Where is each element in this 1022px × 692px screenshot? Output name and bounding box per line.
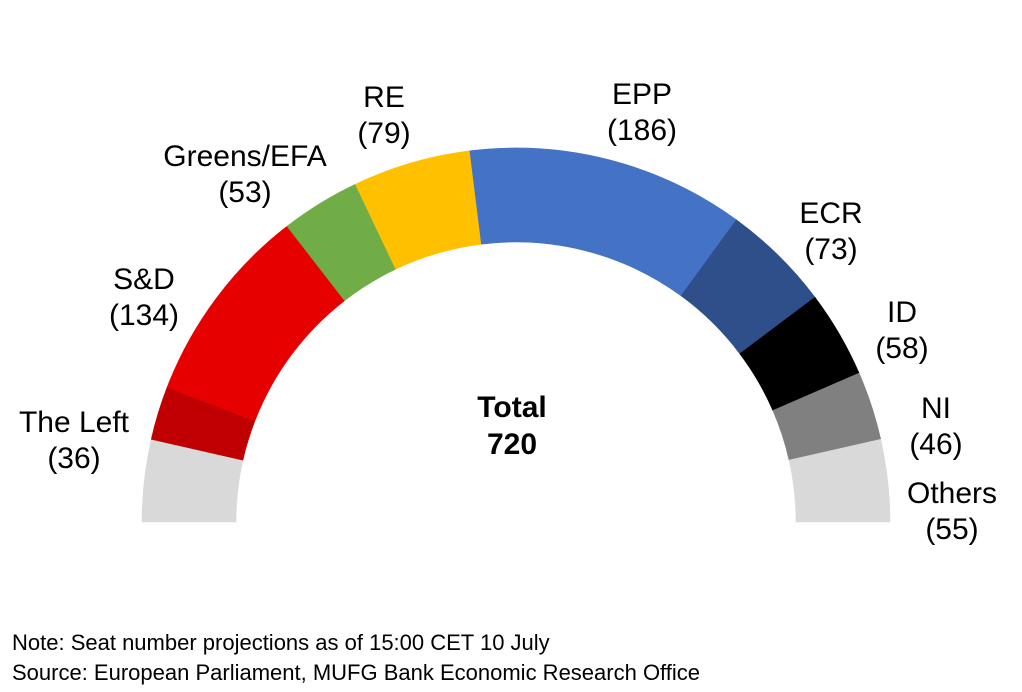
label-sandd: S&D(134) <box>109 263 179 332</box>
label-name-greens-efa: Greens/EFA <box>163 140 326 173</box>
label-others: Others(55) <box>907 477 997 546</box>
chart-notes: Note: Seat number projections as of 15:0… <box>12 628 700 688</box>
label-count-id: (58) <box>875 332 928 365</box>
parliament-chart: The Left(36) S&D(134) Greens/EFA(53) RE(79)… <box>19 78 997 546</box>
label-ecr: ECR(73) <box>799 197 862 266</box>
total-block: Total 720 <box>477 391 546 461</box>
label-the-left: The Left(36) <box>19 406 130 475</box>
segment-epp <box>469 147 737 297</box>
note-text: Note: Seat number projections as of 15:0… <box>12 630 550 655</box>
label-re: RE(79) <box>357 81 410 150</box>
label-count-sandd: (134) <box>109 299 179 332</box>
segment-others-right <box>788 438 891 523</box>
label-name-the-left: The Left <box>19 406 130 439</box>
total-label: Total <box>477 391 546 424</box>
label-id: ID(58) <box>875 296 928 365</box>
label-name-epp: EPP <box>612 78 672 111</box>
label-count-ecr: (73) <box>804 233 857 266</box>
label-name-ni: NI <box>921 392 951 425</box>
label-name-id: ID <box>887 296 917 329</box>
label-count-epp: (186) <box>607 114 677 147</box>
total-value: 720 <box>487 428 537 461</box>
label-count-others: (55) <box>925 513 978 546</box>
label-ni: NI(46) <box>909 392 962 461</box>
label-name-re: RE <box>363 81 405 114</box>
label-count-greens-efa: (53) <box>218 176 271 209</box>
party-labels: The Left(36) S&D(134) Greens/EFA(53) RE(79)… <box>19 78 997 546</box>
label-count-re: (79) <box>357 117 410 150</box>
label-count-ni: (46) <box>909 428 962 461</box>
label-name-ecr: ECR <box>799 197 862 230</box>
label-count-the-left: (36) <box>47 442 100 475</box>
seat-segments <box>141 147 891 523</box>
label-name-sandd: S&D <box>113 263 175 296</box>
label-epp: EPP(186) <box>607 78 677 147</box>
source-text: Source: European Parliament, MUFG Bank E… <box>12 660 701 685</box>
label-greens-efa: Greens/EFA(53) <box>163 140 326 209</box>
label-name-others: Others <box>907 477 997 510</box>
